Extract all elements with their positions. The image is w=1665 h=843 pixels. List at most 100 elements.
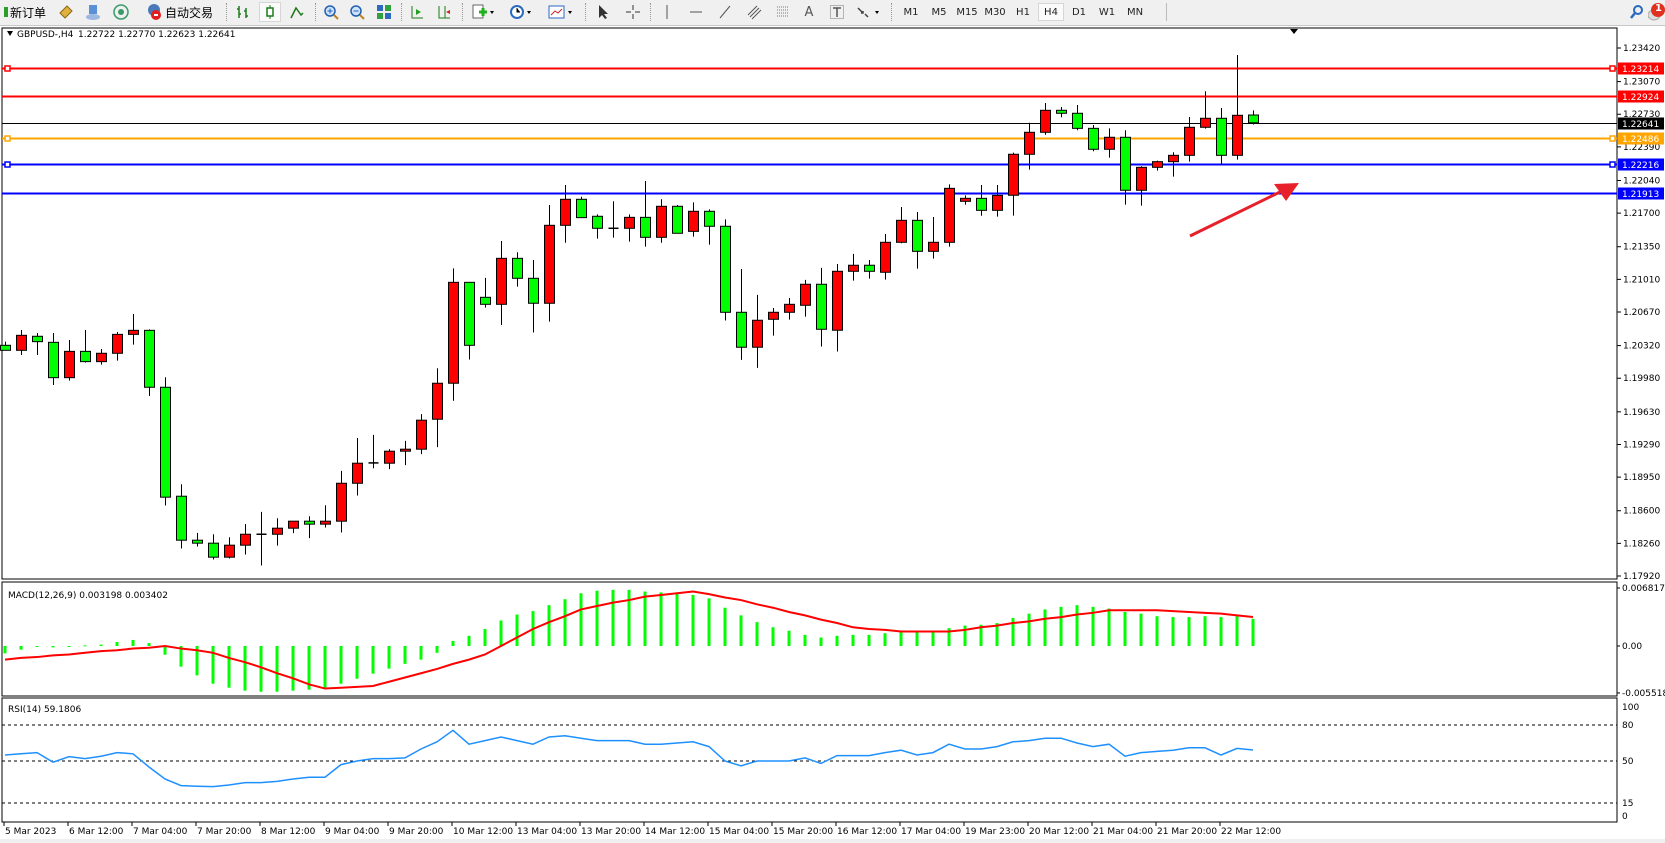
candle[interactable] (160, 377, 171, 506)
annotation-arrow-shaft[interactable] (1189, 189, 1283, 238)
candle[interactable] (816, 267, 827, 347)
candle[interactable] (352, 437, 363, 496)
timeframe-mn-button[interactable]: MN (1126, 6, 1144, 18)
navigator-button[interactable] (82, 2, 104, 22)
candle[interactable] (448, 268, 459, 401)
fibonacci-channel-button[interactable] (743, 2, 765, 22)
candle[interactable] (1248, 110, 1259, 125)
candle[interactable] (1008, 152, 1019, 216)
candle[interactable] (768, 307, 779, 336)
trendline-button[interactable] (714, 2, 736, 22)
candle[interactable] (256, 511, 267, 566)
candle[interactable] (544, 204, 555, 322)
candle[interactable] (880, 233, 891, 280)
candle[interactable] (1232, 55, 1243, 160)
timeframe-w1-button[interactable]: W1 (1098, 6, 1116, 18)
candle[interactable] (1024, 122, 1035, 170)
candle[interactable] (512, 252, 523, 287)
timeframe-h1-button[interactable]: H1 (1016, 6, 1030, 18)
candle[interactable] (1152, 160, 1163, 171)
text-button[interactable]: A (798, 2, 820, 22)
candle[interactable] (864, 259, 875, 279)
timeframe-m1-button[interactable]: M1 (903, 6, 919, 18)
macd-pane[interactable] (1, 581, 1618, 697)
candle[interactable] (80, 329, 91, 363)
timeframe-h4-button[interactable]: H4 (1038, 3, 1064, 21)
candle[interactable] (496, 240, 507, 325)
line-handle-marker[interactable] (1609, 161, 1616, 168)
zoom-in-button[interactable] (320, 2, 342, 22)
candle[interactable] (736, 268, 747, 360)
candle[interactable] (656, 199, 667, 243)
line-handle-marker[interactable] (4, 65, 11, 72)
market-watch-button[interactable] (55, 2, 77, 22)
candle[interactable] (608, 201, 619, 238)
candle[interactable] (1104, 128, 1115, 158)
line-handle-marker[interactable] (1609, 135, 1616, 142)
candle[interactable] (112, 331, 123, 361)
candle[interactable] (1088, 124, 1099, 152)
line-handle-marker[interactable] (4, 135, 11, 142)
candle[interactable] (976, 184, 987, 216)
timeframe-m5-button[interactable]: M5 (931, 6, 947, 18)
candle[interactable] (672, 204, 683, 234)
candle[interactable] (1136, 166, 1147, 206)
auto-scroll-button[interactable] (406, 2, 428, 22)
candle[interactable] (1200, 91, 1211, 129)
candle[interactable] (800, 279, 811, 317)
candle[interactable] (64, 340, 75, 381)
candle[interactable] (224, 537, 235, 559)
candle[interactable] (784, 297, 795, 320)
candle[interactable] (144, 329, 155, 396)
candle[interactable] (1216, 108, 1227, 165)
candle[interactable] (848, 253, 859, 281)
candle[interactable] (624, 214, 635, 242)
candle[interactable] (320, 505, 331, 528)
candle[interactable] (720, 219, 731, 321)
chart-shift-button[interactable] (433, 2, 455, 22)
candle[interactable] (1056, 106, 1067, 118)
fibonacci-button[interactable] (772, 2, 794, 22)
candle[interactable] (0, 341, 11, 351)
annotation-arrow-head[interactable] (1274, 183, 1299, 201)
signals-button[interactable] (110, 2, 132, 22)
timeframe-d1-button[interactable]: D1 (1071, 6, 1087, 18)
timeframe-m15-button[interactable]: M15 (956, 6, 978, 18)
candle[interactable] (576, 196, 587, 219)
search-button[interactable] (1628, 2, 1646, 22)
candle[interactable] (1120, 130, 1131, 205)
candle[interactable] (272, 518, 283, 546)
candle[interactable] (464, 281, 475, 360)
candle[interactable] (928, 216, 939, 259)
candle[interactable] (944, 184, 955, 247)
candle[interactable] (992, 184, 1003, 217)
candle[interactable] (304, 516, 315, 539)
candle[interactable] (640, 181, 651, 247)
chart-window[interactable]: 1.23420 1.23070 1.22730 1.22390 1.22040 1.217… (0, 26, 1665, 843)
candle[interactable] (704, 209, 715, 245)
candle[interactable] (528, 259, 539, 333)
candle[interactable] (96, 348, 107, 365)
bar-chart-button[interactable] (232, 2, 254, 22)
arrows-dropdown[interactable] (852, 2, 884, 22)
candle[interactable] (48, 333, 59, 385)
new-order-button[interactable]: 新订单 (2, 2, 48, 22)
candle[interactable] (240, 524, 251, 555)
chart-shift-marker[interactable] (1290, 29, 1298, 34)
candle[interactable] (1168, 152, 1179, 177)
candle[interactable] (688, 202, 699, 237)
candle[interactable] (192, 532, 203, 547)
crosshair-button[interactable] (622, 2, 644, 22)
zoom-out-button[interactable] (346, 2, 368, 22)
candle[interactable] (128, 314, 139, 345)
candle[interactable] (1040, 103, 1051, 135)
cursor-button[interactable] (592, 2, 614, 22)
candle[interactable] (176, 484, 187, 549)
notifications-button[interactable]: 1 (1648, 2, 1665, 22)
candle[interactable] (752, 294, 763, 368)
candle[interactable] (16, 329, 27, 356)
candle[interactable] (560, 184, 571, 243)
vertical-line-button[interactable] (656, 2, 678, 22)
templates-dropdown[interactable] (544, 2, 578, 22)
candle[interactable] (1184, 117, 1195, 162)
